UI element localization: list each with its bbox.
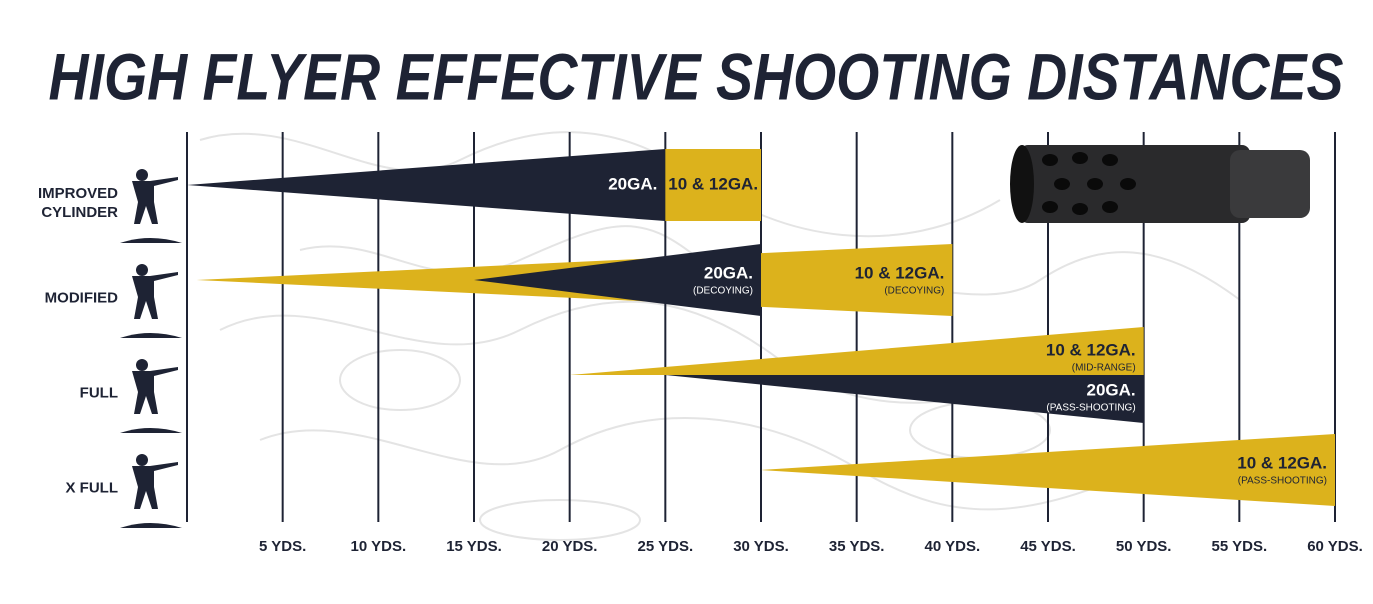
x-tick-label: 55 YDS. [1212, 538, 1268, 555]
choke-tube-image [1010, 145, 1310, 223]
load-note: (DECOYING) [884, 286, 944, 297]
row-label: X FULL [65, 479, 119, 497]
range-wedge [665, 375, 1144, 423]
load-label: 10 & 12GA. [1237, 453, 1327, 472]
load-note: (DECOYING) [693, 286, 753, 297]
range-wedge [761, 434, 1335, 506]
load-label: 20GA. [608, 174, 657, 193]
load-note: (MID-RANGE) [1072, 363, 1136, 374]
row-label: FULL [79, 384, 118, 402]
range-wedge [474, 244, 761, 316]
x-tick-label: 60 YDS. [1307, 538, 1363, 555]
load-label: 20GA. [704, 263, 753, 282]
x-tick-label: 30 YDS. [733, 538, 789, 555]
range-wedge [187, 149, 666, 221]
load-label: 20GA. [1087, 380, 1136, 399]
x-tick-label: 25 YDS. [638, 538, 694, 555]
load-label: 10 & 12GA. [855, 263, 945, 282]
load-note: (PASS-SHOOTING) [1238, 476, 1327, 487]
x-tick-label: 50 YDS. [1116, 538, 1172, 555]
x-tick-label: 40 YDS. [925, 538, 981, 555]
x-tick-label: 5 YDS. [259, 538, 306, 555]
x-tick-label: 20 YDS. [542, 538, 598, 555]
range-wedge [569, 327, 1144, 375]
x-tick-label: 35 YDS. [829, 538, 885, 555]
shooter-icons [120, 169, 182, 528]
x-tick-label: 10 YDS. [351, 538, 407, 555]
row-label: MODIFIED [44, 289, 118, 307]
load-label: 10 & 12GA. [1046, 340, 1136, 359]
row-label: IMPROVED CYLINDER [37, 185, 118, 221]
chart-title: HIGH FLYER EFFECTIVE SHOOTING DISTANCES [49, 39, 1344, 113]
range-wedge [665, 149, 761, 221]
x-tick-label: 15 YDS. [446, 538, 502, 555]
x-tick-label: 45 YDS. [1020, 538, 1076, 555]
topo-background [199, 131, 1241, 541]
load-label: 10 & 12GA. [668, 174, 758, 193]
load-note: (PASS-SHOOTING) [1046, 403, 1135, 414]
